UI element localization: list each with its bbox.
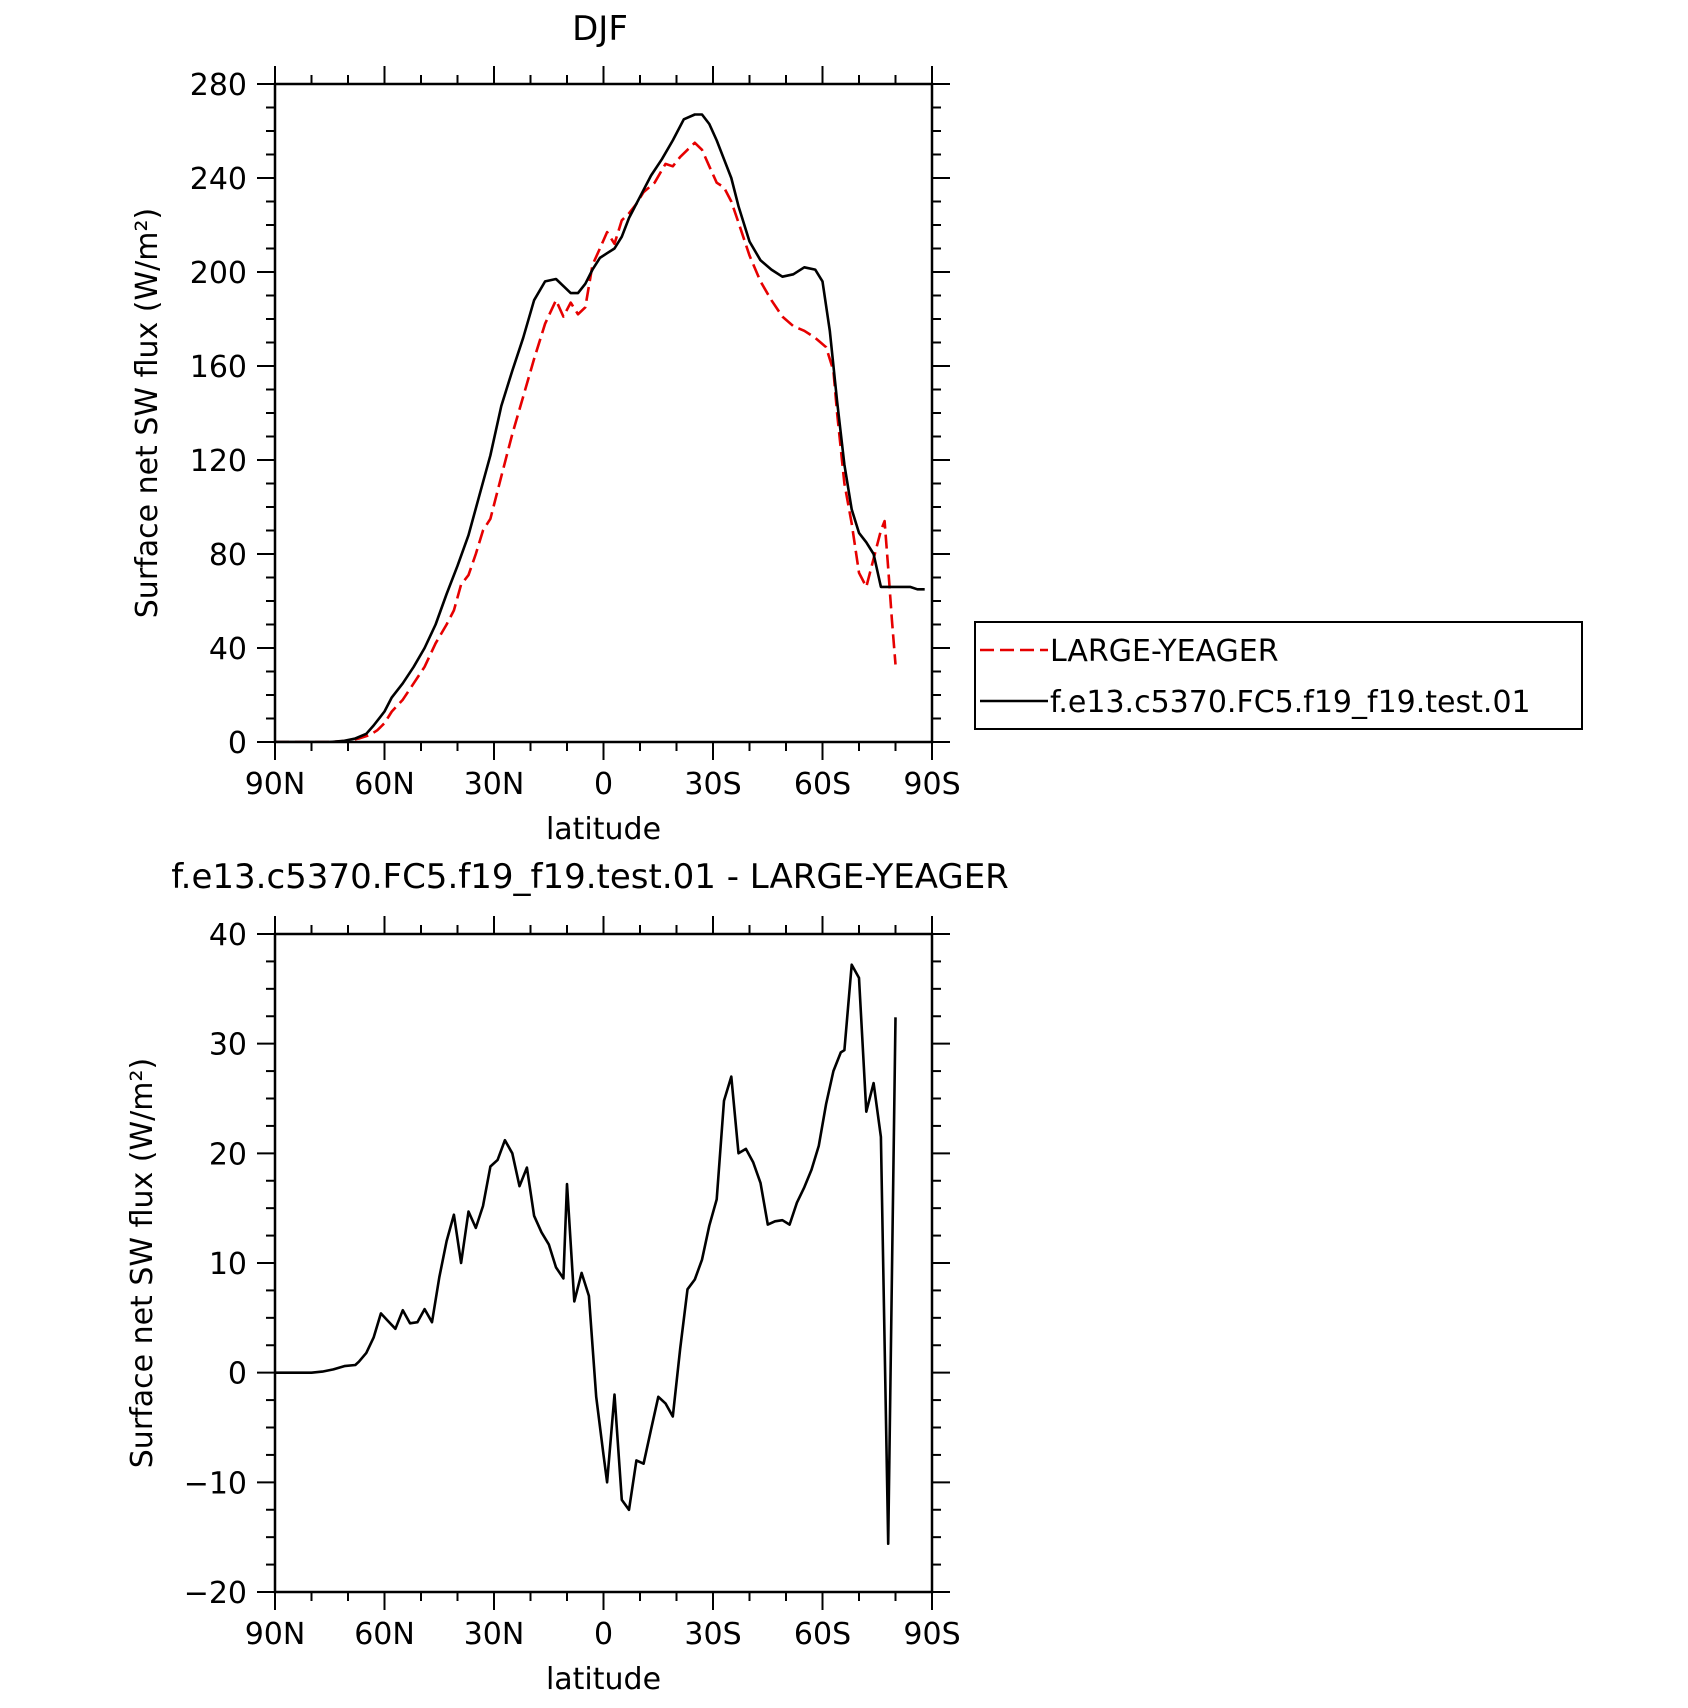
y-tick-label: 40 [209,918,247,953]
y-tick-label: −10 [184,1466,247,1501]
x-tick-label: 30S [684,767,741,802]
x-axis-label: latitude [546,1662,661,1697]
y-axis-label: Surface net SW flux (W/m²) [130,208,165,618]
y-tick-label: 40 [209,632,247,667]
top-chart-djf: DJF 0 40 80 120 160 200 240 280 90N 60N 30N 0 30S 60S 9… [130,9,1583,847]
legend-box [974,621,1583,730]
legend-label-0: LARGE-YEAGER [1050,634,1279,669]
x-tick-label: 60S [794,1617,851,1652]
legend: LARGE-YEAGER f.e13.c5370.FC5.f19_f19.test… [974,621,1583,730]
x-tick-label: 60S [794,767,851,802]
y-tick-label: 0 [228,726,247,761]
plot-frame [273,932,934,1594]
bottom-chart-difference: f.e13.c5370.FC5.f19_f19.test.01 - LARGE-… [125,857,1009,1697]
x-tick-label: 30N [464,767,525,802]
x-tick-label: 90S [903,1617,960,1652]
x-tick-label: 60N [354,767,415,802]
y-tick-label: 0 [228,1357,247,1392]
x-tick-label: 90S [903,767,960,802]
y-tick-label: 120 [190,444,247,479]
series-line-0 [275,141,897,742]
y-tick-label: 20 [209,1137,247,1172]
chart-title: DJF [572,9,628,49]
x-tick-label: 0 [594,767,613,802]
y-tick-label: −20 [184,1576,247,1611]
y-tick-label: 30 [209,1028,247,1063]
y-tick-label: 10 [209,1247,247,1282]
y-tick-label: 280 [190,68,247,103]
x-tick-label: 90N [245,1617,306,1652]
y-tick-label: 160 [190,350,247,385]
series-line-0 [275,963,897,1545]
x-tick-label: 30N [464,1617,525,1652]
y-axis-label: Surface net SW flux (W/m²) [125,1058,160,1468]
plot-frame [273,82,934,744]
y-tick-label: 80 [209,538,247,573]
series-line-1 [275,113,925,742]
chart-title: f.e13.c5370.FC5.f19_f19.test.01 - LARGE-… [171,857,1009,897]
x-tick-label: 90N [245,767,306,802]
x-tick-label: 60N [354,1617,415,1652]
x-tick-label: 0 [594,1617,613,1652]
x-axis-label: latitude [546,812,661,847]
y-tick-label: 200 [190,256,247,291]
x-tick-label: 30S [684,1617,741,1652]
legend-label-1: f.e13.c5370.FC5.f19_f19.test.01 [1050,685,1531,720]
y-tick-label: 240 [190,162,247,197]
